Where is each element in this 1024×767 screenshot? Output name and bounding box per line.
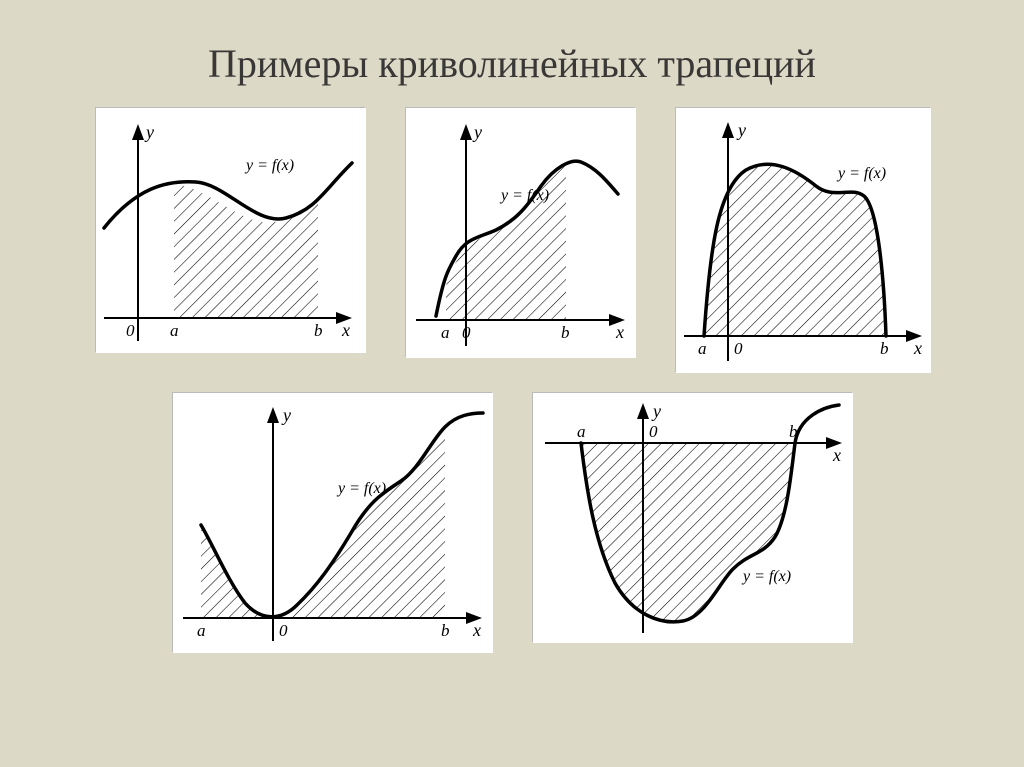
label-x: x bbox=[615, 322, 624, 342]
label-y: y bbox=[651, 401, 661, 421]
plot-5: y x 0 a b y = f(x) bbox=[532, 392, 852, 642]
label-y: y bbox=[144, 122, 154, 142]
page-title: Примеры криволинейных трапеций bbox=[0, 0, 1024, 107]
label-b: b bbox=[789, 422, 798, 441]
label-a: a bbox=[698, 339, 707, 358]
label-a: a bbox=[197, 621, 206, 640]
label-a: a bbox=[170, 321, 179, 340]
plot-4: y x 0 a b y = f(x) bbox=[172, 392, 492, 652]
label-f: y = f(x) bbox=[244, 157, 294, 174]
label-x: x bbox=[341, 320, 350, 340]
label-a: a bbox=[441, 323, 450, 342]
label-b: b bbox=[314, 321, 323, 340]
plot-3: y x 0 a b y = f(x) bbox=[675, 107, 930, 372]
plot-2: y x 0 a b y = f(x) bbox=[405, 107, 635, 357]
label-b: b bbox=[441, 621, 450, 640]
label-y: y bbox=[736, 120, 746, 140]
label-a: a bbox=[577, 422, 586, 441]
label-f: y = f(x) bbox=[836, 165, 886, 182]
label-f: y = f(x) bbox=[336, 480, 386, 497]
label-y: y bbox=[472, 122, 482, 142]
label-origin: 0 bbox=[734, 339, 743, 358]
label-f: y = f(x) bbox=[741, 568, 791, 585]
label-origin: 0 bbox=[649, 422, 658, 441]
label-origin: 0 bbox=[462, 323, 471, 342]
row-2: y x 0 a b y = f(x) y x 0 a b y = f(x) bbox=[0, 392, 1024, 652]
label-b: b bbox=[880, 339, 889, 358]
label-x: x bbox=[472, 620, 481, 640]
row-1: y x 0 a b y = f(x) y x 0 a b y = f(x) y bbox=[0, 107, 1024, 372]
label-origin: 0 bbox=[126, 321, 135, 340]
label-b: b bbox=[561, 323, 570, 342]
label-x: x bbox=[832, 445, 841, 465]
label-x: x bbox=[913, 338, 922, 358]
label-y: y bbox=[281, 405, 291, 425]
plot-1: y x 0 a b y = f(x) bbox=[95, 107, 365, 352]
label-f: y = f(x) bbox=[499, 187, 549, 204]
label-origin: 0 bbox=[279, 621, 288, 640]
